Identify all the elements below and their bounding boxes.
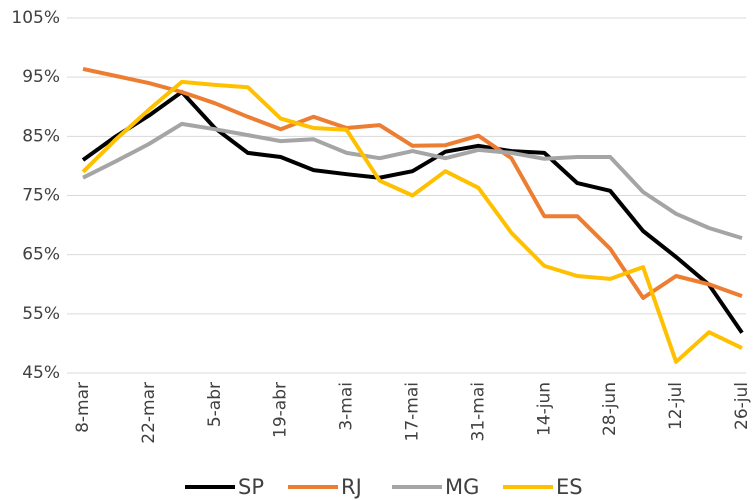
x-tick-label: 28-jun — [600, 382, 620, 436]
y-tick-label: 105% — [11, 8, 60, 28]
x-tick-label: 8-mar — [73, 382, 93, 433]
y-tick-label: 75% — [22, 186, 60, 206]
y-tick-label: 95% — [22, 67, 60, 87]
x-tick-label: 5-abr — [205, 382, 225, 427]
legend-label: MG — [445, 475, 479, 499]
legend-label: SP — [238, 475, 264, 499]
legend: SP RJ MG ES — [185, 475, 583, 499]
series-line — [82, 121, 743, 241]
x-tick-label: 19-abr — [271, 382, 291, 438]
x-tick-label: 3-mai — [337, 382, 357, 431]
x-tick-label: 31-mai — [468, 382, 488, 441]
y-tick-label: 65% — [22, 245, 60, 265]
x-tick-label: 26-jul — [732, 382, 752, 430]
x-tick-label: 14-jun — [534, 382, 554, 436]
x-tick-label: 17-mai — [403, 382, 423, 441]
y-tick-label: 45% — [22, 363, 60, 383]
series-line — [81, 79, 743, 364]
legend-label: RJ — [341, 475, 362, 499]
y-tick-label: 55% — [22, 304, 60, 324]
x-tick-label: 12-jul — [666, 382, 686, 430]
x-tick-label: 22-mar — [139, 382, 159, 444]
series-line — [82, 66, 743, 300]
series-line — [81, 90, 744, 334]
legend-label: ES — [556, 475, 583, 499]
y-tick-label: 85% — [22, 126, 60, 146]
